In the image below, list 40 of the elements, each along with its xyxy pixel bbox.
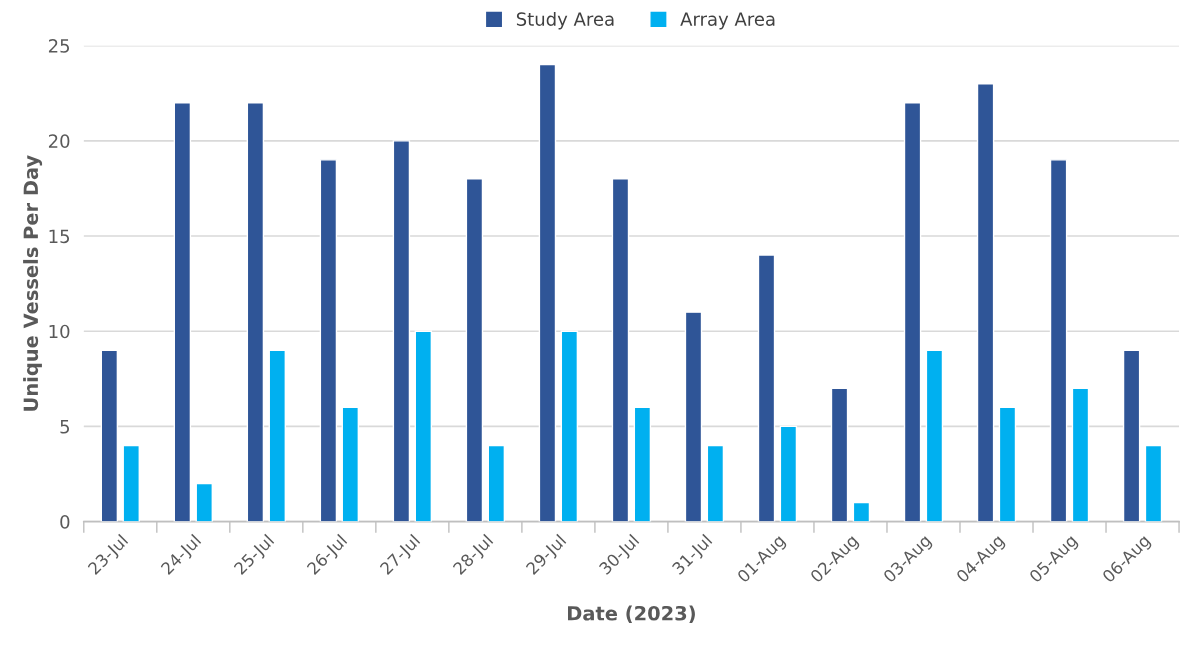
bar: [319, 159, 338, 522]
y-tick-label: 5: [60, 420, 70, 434]
y-tick-label: 15: [49, 229, 70, 244]
bar: [246, 102, 265, 522]
bar: [195, 482, 213, 522]
bar: [414, 330, 433, 522]
bar: [633, 406, 652, 522]
bar: [538, 63, 557, 522]
y-tick-label: 0: [60, 515, 70, 529]
bar: [268, 349, 287, 522]
bar: [465, 178, 484, 522]
bar: [757, 254, 776, 522]
bar: [998, 406, 1017, 522]
bar: [122, 444, 140, 522]
y-tick-label: 10: [49, 324, 70, 339]
bar: [341, 406, 360, 522]
bar: [830, 387, 849, 522]
legend-label: Array Area: [680, 12, 775, 30]
bar: [100, 349, 119, 522]
legend-label: Study Area: [516, 11, 614, 30]
bar: [1122, 349, 1141, 522]
bar: [779, 425, 798, 522]
x-axis-title: Date (2023): [568, 605, 695, 623]
bar: [560, 330, 579, 522]
bar: [1144, 444, 1163, 522]
bar: [1071, 387, 1090, 522]
bar: [487, 444, 506, 522]
bar: [903, 102, 922, 522]
bar: [1049, 159, 1068, 522]
bar: [392, 140, 411, 522]
bar: [706, 444, 725, 522]
y-tick-label: 20: [48, 134, 70, 148]
bar: [684, 311, 703, 522]
bar: [173, 102, 192, 522]
bar: [852, 501, 871, 522]
y-axis-title: Unique Vessels Per Day: [23, 155, 43, 411]
bar: [611, 178, 630, 522]
bar: [925, 349, 944, 522]
y-tick-label: 25: [48, 39, 70, 53]
bar: [976, 83, 995, 522]
